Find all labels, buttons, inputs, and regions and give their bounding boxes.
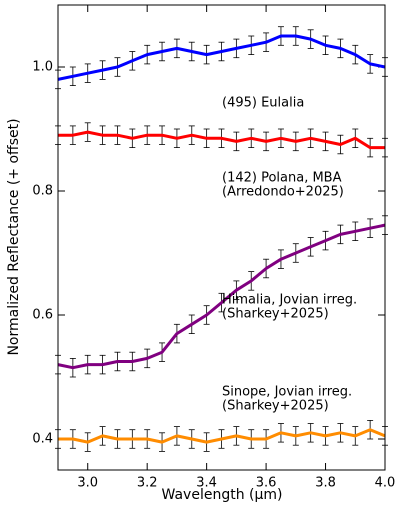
series-line [57, 223, 386, 370]
y-tick-label: 0.6 [32, 308, 53, 323]
y-tick-label: 0.4 [32, 432, 53, 447]
x-tick-label: 3.6 [256, 476, 277, 491]
series-annotation: Himalia, Jovian irreg. [222, 293, 357, 308]
y-tick-label: 0.8 [32, 184, 53, 199]
plot-frame [57, 4, 386, 471]
x-tick-label: 3.2 [137, 476, 158, 491]
series-line [58, 130, 385, 150]
y-axis-label: Normalized Reflectance (+ offset) [6, 118, 22, 355]
series-annotation: (Sharkey+2025) [222, 307, 329, 322]
series-line [58, 428, 386, 444]
y-tick-label: 1.0 [32, 60, 53, 75]
x-tick-label: 3.8 [315, 476, 336, 491]
x-tick-label: 3.0 [77, 476, 98, 491]
series-line [57, 34, 386, 81]
series-annotation: (495) Eulalia [222, 96, 304, 111]
series-annotation: (142) Polana, MBA [222, 171, 342, 186]
series-annotation: (Arredondo+2025) [222, 185, 344, 200]
series-annotation: Sinope, Jovian irreg. [222, 385, 352, 400]
x-axis-label: Wavelength (μm) [162, 487, 283, 503]
x-tick-label: 4.0 [375, 476, 396, 491]
series-annotation: (Sharkey+2025) [222, 399, 329, 414]
x-tick-label: 3.4 [196, 476, 217, 491]
